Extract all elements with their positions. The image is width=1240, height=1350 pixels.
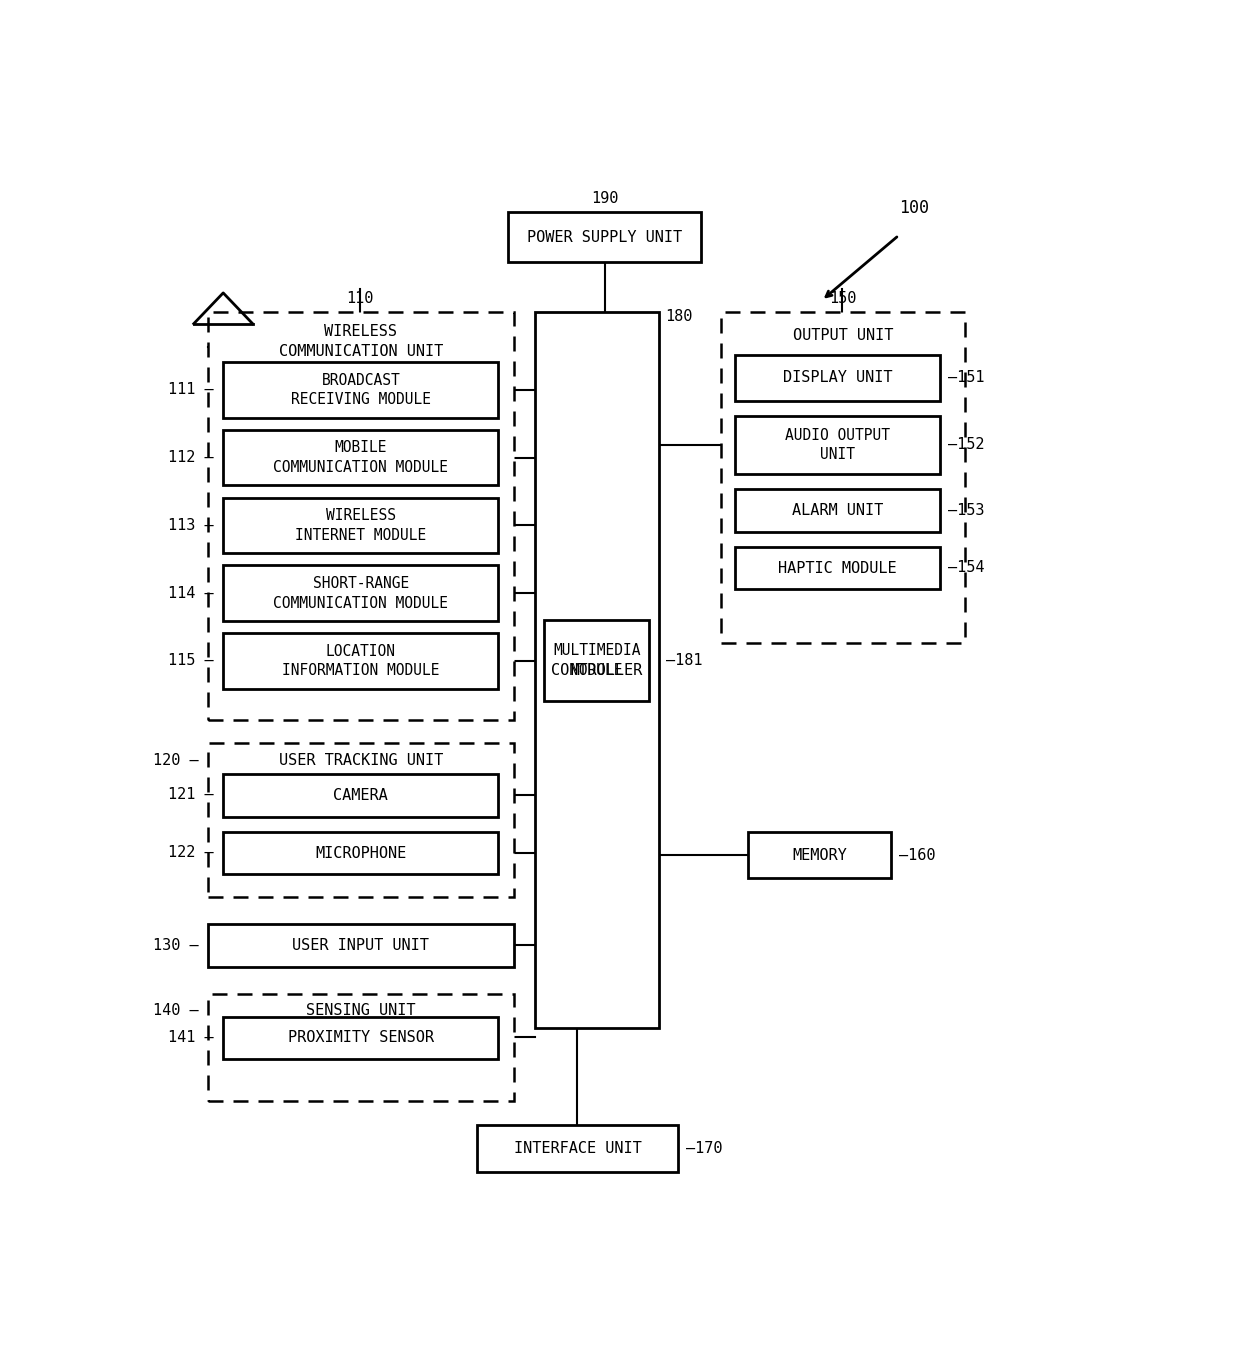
Text: 141 —: 141 — [169,1030,215,1045]
Text: 140 —: 140 — [153,1003,198,1018]
Bar [734,489,940,532]
Bar [223,498,498,554]
Bar [223,1017,498,1058]
Text: MICROPHONE: MICROPHONE [315,845,407,860]
Text: —160: —160 [899,848,935,863]
Text: HAPTIC MODULE: HAPTIC MODULE [777,560,897,575]
Text: —152: —152 [947,437,985,452]
Text: POWER SUPPLY UNIT: POWER SUPPLY UNIT [527,230,682,244]
Text: PROXIMITY SENSOR: PROXIMITY SENSOR [288,1030,434,1045]
Text: —153: —153 [947,502,985,517]
Text: 110: 110 [347,290,374,306]
Bar [223,362,498,417]
Bar [734,416,940,474]
Text: 111 —: 111 — [169,382,215,397]
Text: 113 —: 113 — [169,518,215,533]
Text: BROADCAST
RECEIVING MODULE: BROADCAST RECEIVING MODULE [290,373,430,408]
Text: 120 —: 120 — [153,753,198,768]
Bar [207,925,513,967]
Bar [223,566,498,621]
Text: —154: —154 [947,560,985,575]
Text: SHORT-RANGE
COMMUNICATION MODULE: SHORT-RANGE COMMUNICATION MODULE [273,576,449,610]
Bar [476,1125,678,1172]
Bar [223,774,498,817]
Bar [207,994,513,1102]
Text: AUDIO OUTPUT
UNIT: AUDIO OUTPUT UNIT [785,428,890,463]
Text: DISPLAY UNIT: DISPLAY UNIT [782,370,892,385]
Text: 150: 150 [828,290,856,306]
Text: 130 —: 130 — [153,938,198,953]
Text: CAMERA: CAMERA [334,788,388,803]
Text: SENSING UNIT: SENSING UNIT [306,1003,415,1018]
Bar [507,212,702,262]
Text: —170: —170 [686,1141,723,1156]
Text: CONTROLLER: CONTROLLER [551,663,642,678]
Bar [720,312,965,643]
Text: WIRELESS
COMMUNICATION UNIT: WIRELESS COMMUNICATION UNIT [279,324,443,359]
Bar [223,633,498,688]
Text: 112 —: 112 — [169,450,215,466]
Bar [207,744,513,898]
Text: MEMORY: MEMORY [792,848,847,863]
Text: USER TRACKING UNIT: USER TRACKING UNIT [279,753,443,768]
Bar [734,547,940,590]
Text: LOCATION
INFORMATION MODULE: LOCATION INFORMATION MODULE [281,644,439,678]
Text: USER INPUT UNIT: USER INPUT UNIT [293,938,429,953]
Text: WIRELESS
INTERNET MODULE: WIRELESS INTERNET MODULE [295,508,427,543]
Bar [534,312,658,1029]
Bar [748,832,892,878]
Bar [734,355,940,401]
Text: 180: 180 [665,309,692,324]
Text: INTERFACE UNIT: INTERFACE UNIT [513,1141,641,1156]
Text: 115 —: 115 — [169,653,215,668]
Text: ALARM UNIT: ALARM UNIT [792,504,883,518]
Bar [223,429,498,486]
Text: OUTPUT UNIT: OUTPUT UNIT [792,328,893,343]
Text: MULTIMEDIA
MODULE: MULTIMEDIA MODULE [553,643,641,678]
Text: 121 —: 121 — [169,787,215,802]
Bar [207,312,513,721]
Text: 122 —: 122 — [169,845,215,860]
Text: 100: 100 [899,200,929,217]
Text: —181: —181 [667,652,703,668]
Text: —151: —151 [947,370,985,385]
Text: 114 —: 114 — [169,586,215,601]
Bar [223,832,498,875]
Text: MOBILE
COMMUNICATION MODULE: MOBILE COMMUNICATION MODULE [273,440,449,475]
Bar [544,620,650,701]
Text: 190: 190 [590,190,619,205]
